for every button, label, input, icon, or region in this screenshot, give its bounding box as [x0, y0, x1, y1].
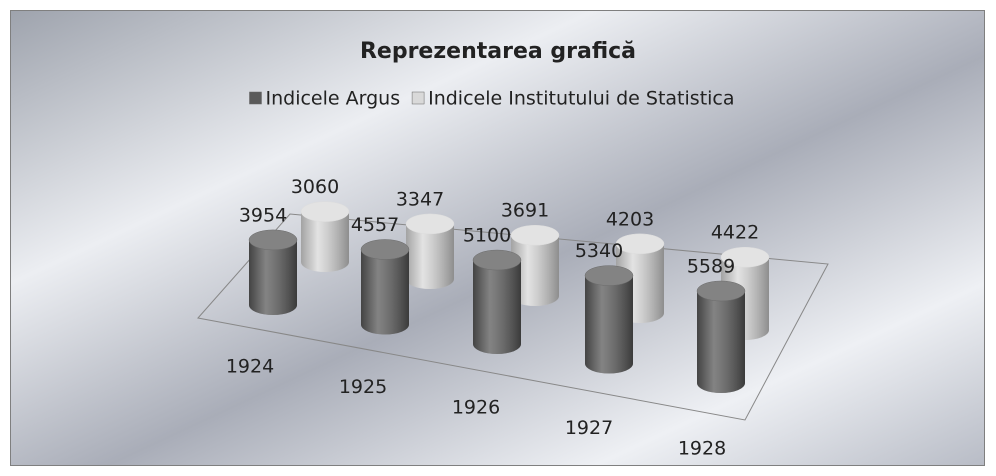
cylinder-top	[360, 239, 410, 260]
data-label: 4422	[711, 222, 759, 244]
data-label: 4203	[606, 208, 654, 230]
cylinder-top	[300, 201, 350, 222]
x-tick-label: 1926	[452, 397, 500, 419]
data-label: 5589	[687, 256, 735, 278]
data-label: 4557	[351, 214, 399, 236]
chart-title: Reprezentarea grafică	[360, 39, 636, 64]
data-label: 5100	[463, 225, 511, 247]
cylinder-shade	[697, 291, 745, 393]
data-label: 5340	[575, 240, 623, 262]
cylinder-top	[405, 213, 455, 235]
cylinder-top	[615, 233, 665, 255]
cylinder-shade	[406, 223, 454, 289]
plot-frame	[10, 10, 985, 466]
data-label: 3347	[396, 188, 444, 210]
cylinder-top	[720, 246, 770, 268]
x-tick-label: 1925	[339, 376, 387, 398]
legend-label: Indicele Institutului de Statistica	[428, 88, 734, 110]
cylinder-shade	[585, 275, 633, 374]
cylinder-shade	[301, 211, 349, 272]
cylinder-top	[510, 224, 560, 246]
x-tick-label: 1928	[678, 438, 726, 460]
cylinder-shade	[511, 235, 559, 306]
cylinder-top	[696, 280, 746, 302]
cylinder-shade	[473, 260, 521, 354]
cylinder-top	[584, 265, 634, 286]
x-tick-label: 1924	[226, 356, 274, 378]
legend-swatch	[249, 91, 262, 105]
cylinder-shade	[249, 239, 297, 315]
legend-swatch	[411, 91, 425, 105]
x-tick-label: 1927	[565, 417, 613, 439]
data-label: 3691	[501, 200, 549, 222]
legend-label: Indicele Argus	[265, 88, 400, 110]
data-label: 3954	[239, 204, 287, 226]
cylinder-shade	[361, 249, 409, 335]
data-label: 3060	[291, 176, 339, 198]
cylinder-top	[248, 229, 298, 251]
cylinder-top	[472, 249, 522, 271]
